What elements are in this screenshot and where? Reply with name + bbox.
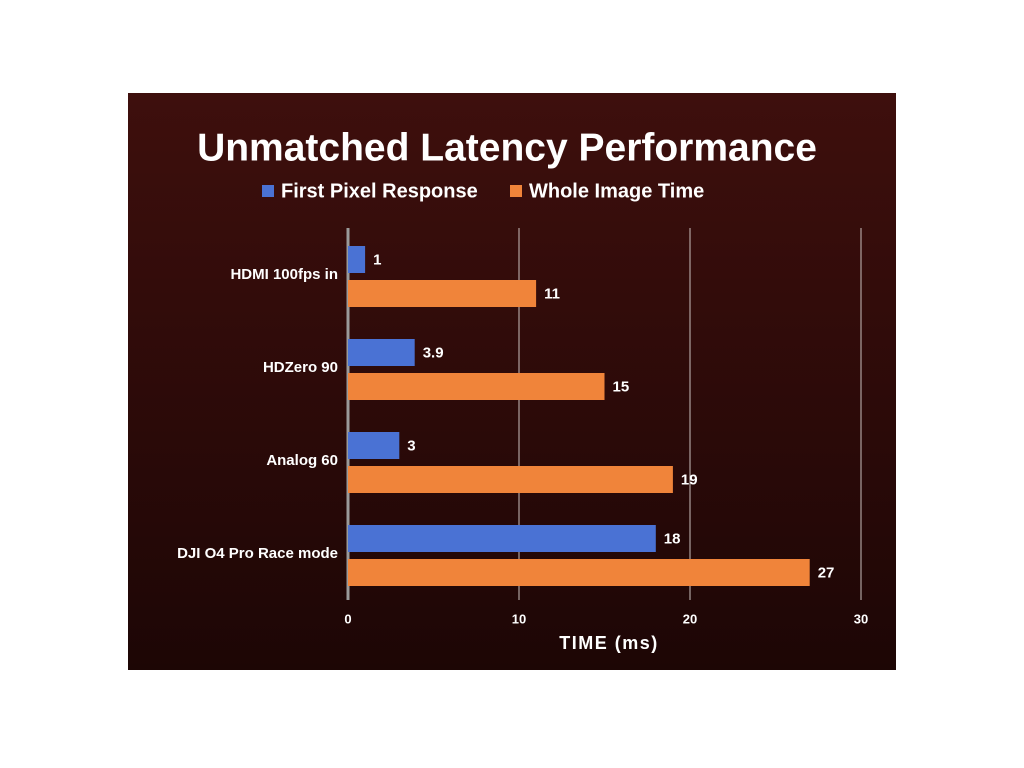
legend-label: Whole Image Time: [529, 180, 704, 202]
bar: [348, 432, 400, 459]
value-label: 3.9: [423, 344, 444, 361]
legend-swatch: [510, 185, 522, 197]
bar: [348, 466, 673, 493]
bar: [348, 525, 656, 552]
bar: [348, 373, 605, 400]
bar: [348, 280, 537, 307]
legend-label: First Pixel Response: [281, 180, 478, 202]
y-tick-label: DJI O4 Pro Race mode: [177, 545, 338, 562]
bar: [348, 339, 415, 366]
bar: [348, 246, 366, 273]
x-axis-label: TIME (ms): [559, 633, 659, 653]
value-label: 19: [681, 471, 698, 488]
value-label: 3: [407, 437, 415, 454]
x-tick-label: 10: [512, 611, 526, 626]
value-label: 27: [818, 564, 835, 581]
chart-title: Unmatched Latency Performance: [197, 126, 817, 169]
x-tick-label: 30: [854, 611, 868, 626]
value-label: 1: [373, 251, 381, 268]
value-label: 15: [613, 378, 630, 395]
value-label: 18: [664, 530, 681, 547]
value-label: 11: [544, 285, 560, 302]
y-tick-label: HDMI 100fps in: [230, 266, 338, 283]
bar: [348, 559, 810, 586]
y-tick-label: HDZero 90: [263, 359, 338, 376]
y-tick-label: Analog 60: [266, 452, 338, 469]
x-tick-label: 0: [344, 611, 351, 626]
x-tick-label: 20: [683, 611, 697, 626]
legend-swatch: [262, 185, 274, 197]
